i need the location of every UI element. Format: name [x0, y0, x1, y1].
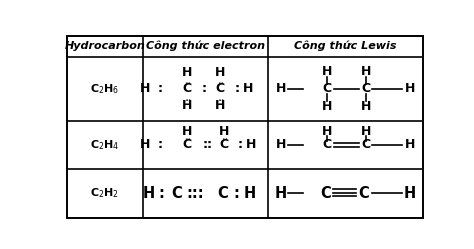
Text: C̈: C̈ [216, 82, 225, 95]
Text: :: : [234, 82, 239, 95]
Text: H: H [322, 125, 332, 138]
Text: H: H [140, 82, 150, 95]
Text: Công thức electron: Công thức electron [146, 41, 265, 51]
Text: H: H [360, 125, 371, 138]
Text: H: H [182, 66, 192, 79]
Text: H: H [276, 82, 286, 95]
Text: C$_2$H$_2$: C$_2$H$_2$ [91, 186, 119, 200]
Text: H: H [322, 65, 332, 78]
Text: C̈: C̈ [219, 138, 228, 151]
Text: H: H [182, 125, 192, 138]
Text: :: : [158, 186, 164, 201]
Text: H: H [244, 186, 256, 201]
Text: C: C [172, 186, 182, 201]
Text: H: H [143, 186, 155, 201]
Text: H: H [246, 138, 257, 151]
Text: H: H [360, 65, 371, 78]
Text: H: H [276, 138, 286, 151]
Text: :: : [201, 82, 206, 95]
Text: C̈: C̈ [182, 82, 192, 95]
Text: C$_2$H$_4$: C$_2$H$_4$ [90, 138, 119, 152]
Text: Công thức Lewis: Công thức Lewis [294, 41, 397, 51]
Text: Hydrocarbon: Hydrocarbon [64, 41, 145, 51]
Text: C: C [322, 82, 332, 95]
Text: ::: :: [202, 138, 212, 151]
Text: C̈: C̈ [182, 138, 192, 151]
Text: Ḧ: Ḧ [182, 99, 192, 112]
Text: H: H [140, 138, 150, 151]
Text: :: : [157, 138, 162, 151]
Text: C$_2$H$_6$: C$_2$H$_6$ [90, 82, 119, 96]
Text: H: H [275, 186, 287, 201]
Text: H: H [215, 66, 226, 79]
Text: C: C [361, 82, 370, 95]
Text: :: : [238, 138, 243, 151]
Text: H: H [403, 186, 416, 201]
Text: H: H [360, 100, 371, 113]
Text: H: H [404, 82, 415, 95]
Text: C: C [322, 138, 332, 151]
Text: :: : [157, 82, 162, 95]
Text: :::: ::: [187, 186, 204, 201]
Text: :: : [234, 186, 240, 201]
Text: C: C [320, 186, 330, 201]
Text: H: H [219, 125, 229, 138]
Text: C: C [361, 138, 370, 151]
Text: Ḧ: Ḧ [215, 99, 226, 112]
Text: H: H [322, 100, 332, 113]
Text: C: C [218, 186, 228, 201]
Text: H: H [404, 138, 415, 151]
Text: H: H [243, 82, 253, 95]
Text: C: C [358, 186, 369, 201]
